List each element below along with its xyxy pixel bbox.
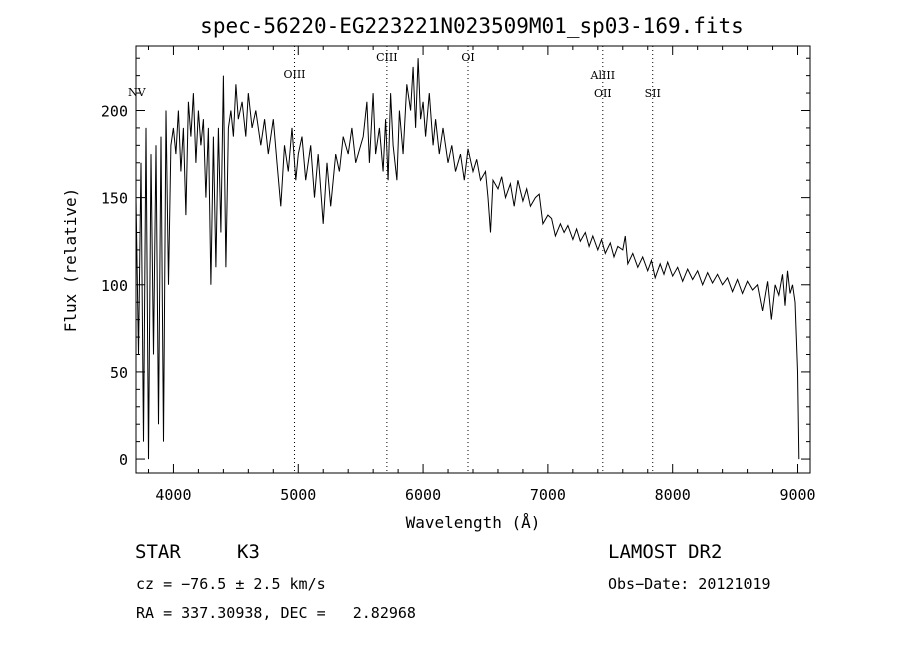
series-layer — [135, 58, 800, 460]
observation-date: Obs−Date: 20121019 — [608, 575, 771, 593]
x-tick-label: 8000 — [655, 486, 691, 504]
redshift-cz: cz = −76.5 ± 2.5 km/s — [136, 575, 326, 593]
y-tick-label: 50 — [110, 364, 128, 382]
annotation-label: OI — [461, 51, 474, 64]
annotation-label: AlIII — [590, 69, 616, 82]
object-class: STAR — [135, 541, 181, 563]
annotation-label: NV — [128, 86, 147, 99]
y-tick-label: 200 — [101, 102, 128, 120]
survey-name: LAMOST DR2 — [608, 541, 723, 563]
x-tick-label: 6000 — [405, 486, 441, 504]
y-axis-label: Flux (relative) — [61, 188, 80, 333]
object-subclass: K3 — [237, 541, 260, 563]
y-tick-label: 150 — [101, 190, 128, 208]
line-annotations: NV OIII CIII OI AlIII OII SII — [128, 46, 661, 473]
y-tick-label: 100 — [101, 277, 128, 295]
annotation-label: CIII — [376, 51, 397, 64]
chart-title: spec-56220-EG223221N023509M01_sp03-169.f… — [200, 14, 744, 38]
x-tick-label: 7000 — [530, 486, 566, 504]
plot-frame — [135, 45, 811, 474]
spectrum-series-0 — [135, 58, 800, 460]
y-tick-label: 0 — [119, 451, 128, 469]
coordinates: RA = 337.30938, DEC = 2.82968 — [136, 604, 416, 622]
x-tick-label: 4000 — [155, 486, 191, 504]
x-tick-label: 5000 — [280, 486, 316, 504]
annotation-label: OII — [594, 87, 612, 100]
x-tick-label: 9000 — [779, 486, 815, 504]
spectrum-chart: spec-56220-EG223221N023509M01_sp03-169.f… — [61, 14, 816, 532]
axis-ticks: 4000 5000 6000 7000 8000 9000 0 50 100 150 200 — [101, 46, 816, 504]
annotation-label: OIII — [283, 68, 305, 81]
annotation-label: SII — [645, 87, 661, 100]
x-axis-label: Wavelength (Å) — [406, 513, 541, 532]
